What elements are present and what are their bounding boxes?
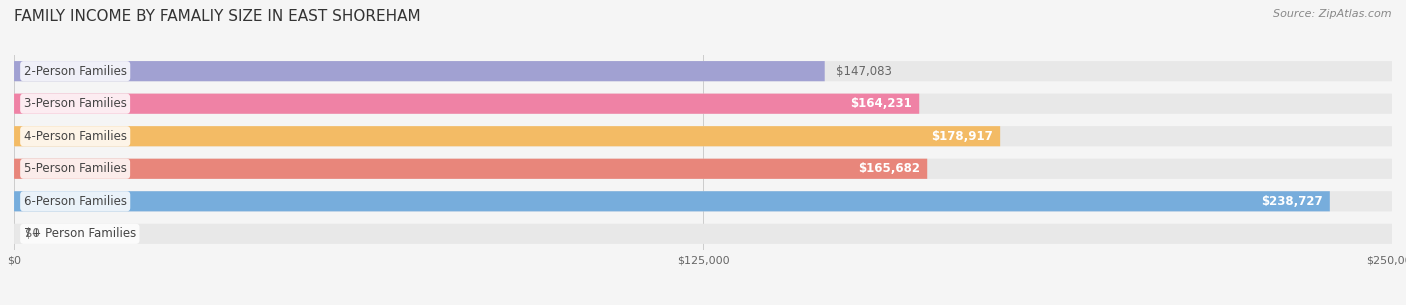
FancyBboxPatch shape bbox=[14, 126, 1000, 146]
Text: 6-Person Families: 6-Person Families bbox=[24, 195, 127, 208]
Text: 7+ Person Families: 7+ Person Families bbox=[24, 227, 136, 240]
Text: $147,083: $147,083 bbox=[835, 65, 891, 78]
FancyBboxPatch shape bbox=[14, 159, 927, 179]
Text: $165,682: $165,682 bbox=[858, 162, 921, 175]
Text: $164,231: $164,231 bbox=[851, 97, 912, 110]
Text: $178,917: $178,917 bbox=[932, 130, 993, 143]
Text: $238,727: $238,727 bbox=[1261, 195, 1323, 208]
FancyBboxPatch shape bbox=[14, 191, 1330, 211]
Text: $0: $0 bbox=[25, 227, 39, 240]
FancyBboxPatch shape bbox=[14, 61, 825, 81]
FancyBboxPatch shape bbox=[14, 94, 1392, 114]
FancyBboxPatch shape bbox=[14, 224, 1392, 244]
Text: FAMILY INCOME BY FAMALIY SIZE IN EAST SHOREHAM: FAMILY INCOME BY FAMALIY SIZE IN EAST SH… bbox=[14, 9, 420, 24]
Text: 2-Person Families: 2-Person Families bbox=[24, 65, 127, 78]
Text: 4-Person Families: 4-Person Families bbox=[24, 130, 127, 143]
Text: Source: ZipAtlas.com: Source: ZipAtlas.com bbox=[1274, 9, 1392, 19]
Text: 3-Person Families: 3-Person Families bbox=[24, 97, 127, 110]
FancyBboxPatch shape bbox=[14, 191, 1392, 211]
FancyBboxPatch shape bbox=[14, 126, 1392, 146]
FancyBboxPatch shape bbox=[14, 61, 1392, 81]
Text: 5-Person Families: 5-Person Families bbox=[24, 162, 127, 175]
FancyBboxPatch shape bbox=[14, 94, 920, 114]
FancyBboxPatch shape bbox=[14, 159, 1392, 179]
